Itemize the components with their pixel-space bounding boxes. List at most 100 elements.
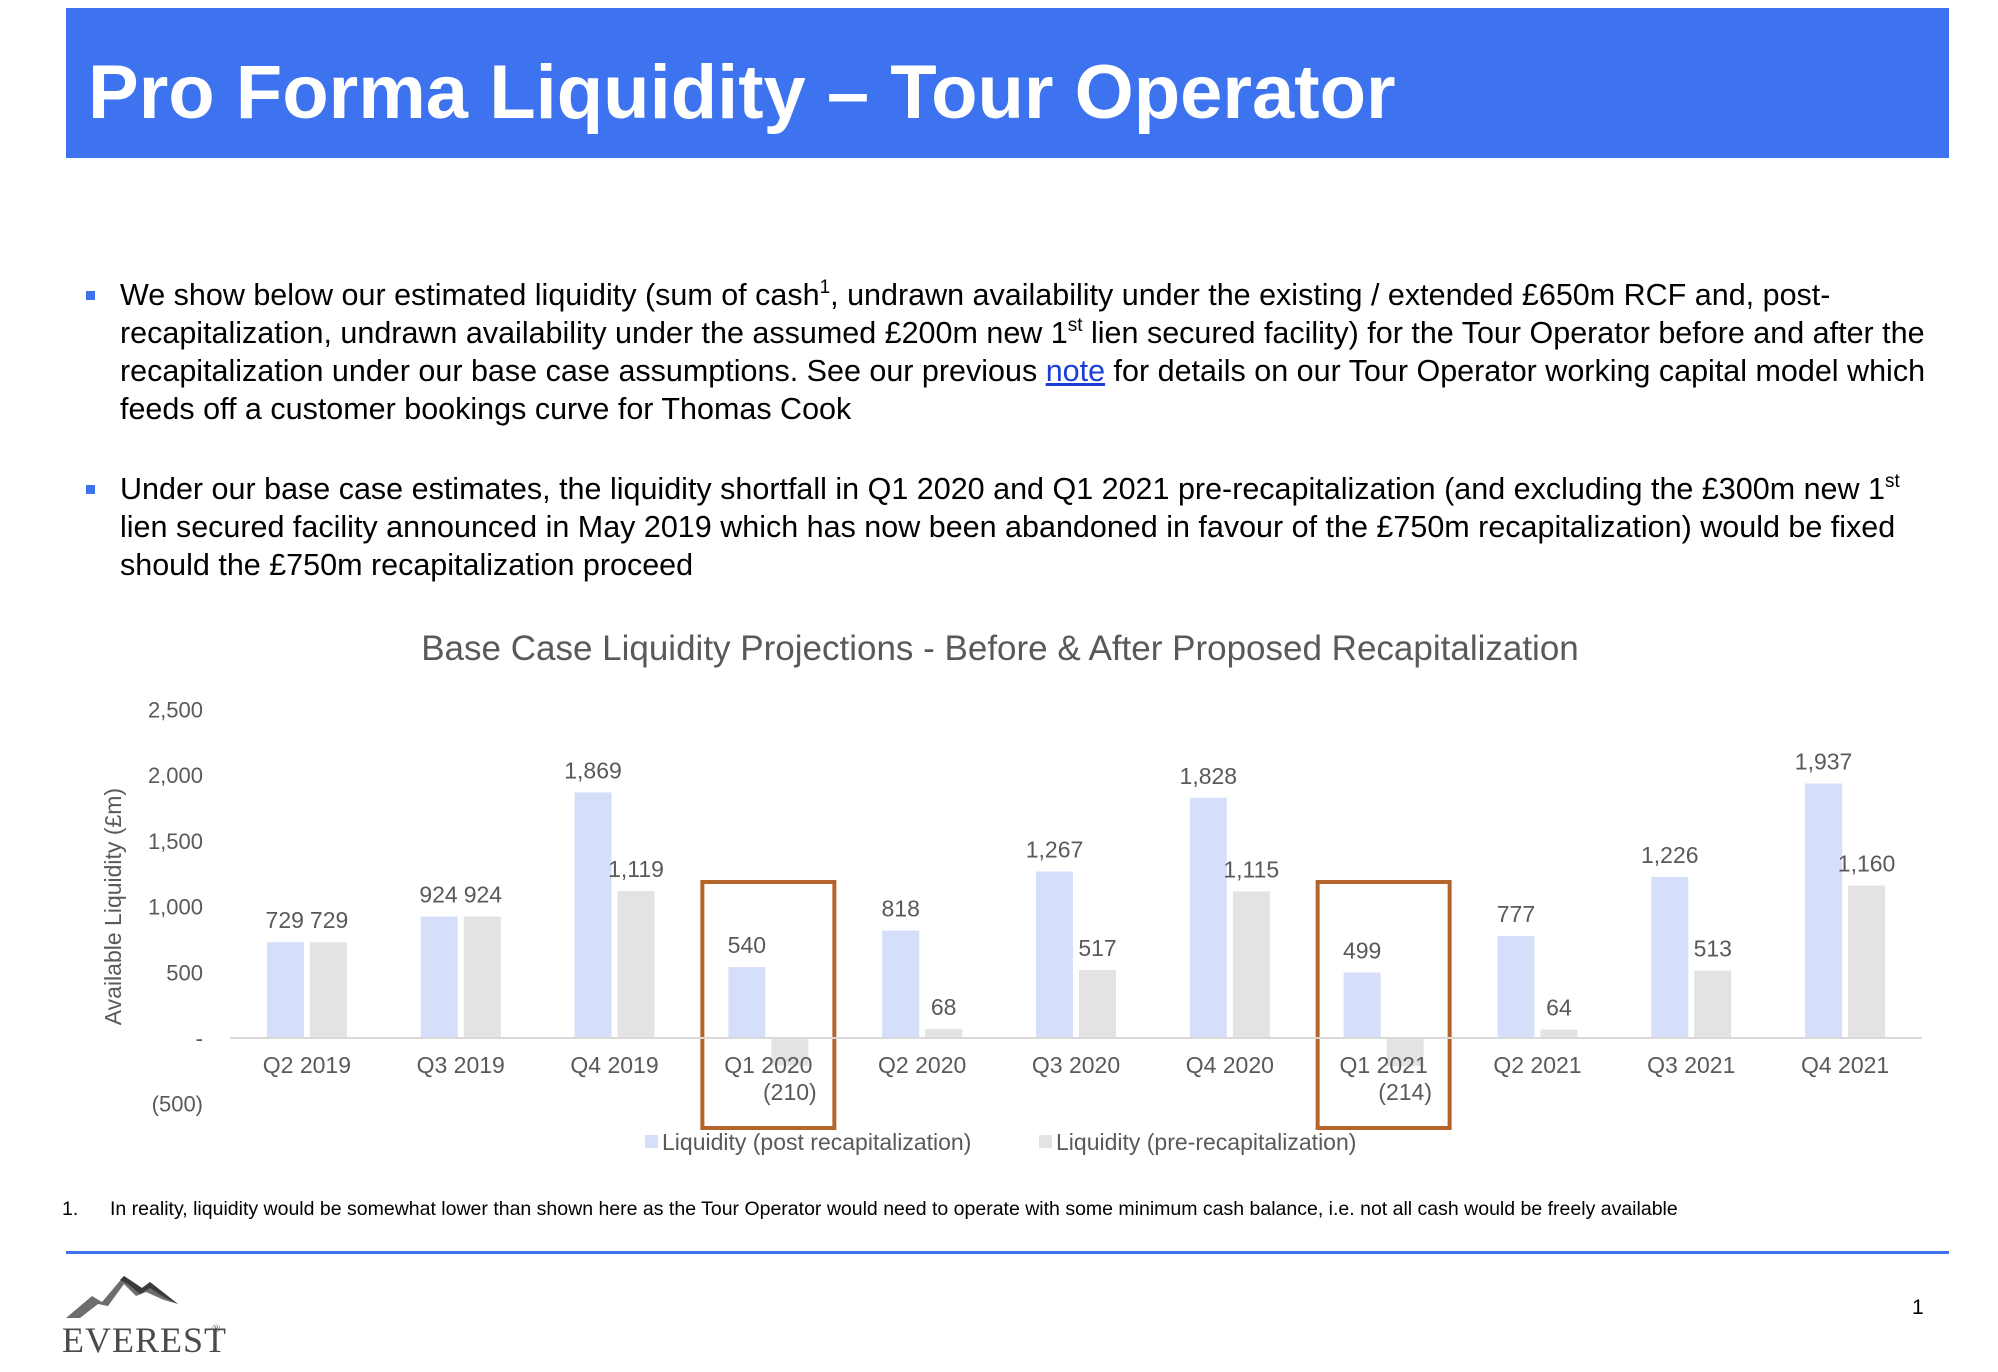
bar-s1-2	[574, 792, 612, 1038]
footnote-ref-1: 1	[819, 277, 831, 298]
x-tick-label-3: Q1 2020	[724, 1052, 812, 1078]
y-tick-label-4: 500	[166, 960, 203, 985]
data-label-s1-2: 1,869	[564, 757, 622, 783]
ordinal-suffix: st	[1884, 471, 1900, 492]
data-label-s2-4: 68	[931, 994, 957, 1020]
data-label-s1-1: 924	[419, 882, 458, 908]
bar-s2-9	[1694, 970, 1732, 1038]
bar-s2-6	[1232, 891, 1270, 1038]
bar-s2-0	[309, 942, 347, 1038]
data-label-s1-3: 540	[728, 932, 766, 958]
bar-s1-10	[1805, 783, 1843, 1038]
data-label-s1-9: 1,226	[1641, 842, 1699, 868]
footnote-number: 1.	[62, 1198, 79, 1220]
footnote: 1. In reality, liquidity would be somewha…	[62, 1198, 1678, 1221]
bar-s2-3	[771, 1038, 809, 1066]
footnote-text: In reality, liquidity would be somewhat …	[110, 1198, 1678, 1220]
x-tick-label-5: Q3 2020	[1032, 1052, 1120, 1078]
chart-title: Base Case Liquidity Projections - Before…	[421, 630, 1579, 668]
bar-s2-4	[925, 1029, 963, 1038]
chart-labels: Base Case Liquidity Projections - Before…	[100, 630, 1895, 1105]
bullet-point-1: We show below our estimated liquidity (s…	[86, 276, 1930, 428]
data-label-s2-9: 513	[1694, 936, 1732, 962]
data-label-s2-3: (210)	[763, 1079, 817, 1105]
bar-s2-7	[1386, 1038, 1424, 1067]
everest-logo: EVEREST ®	[62, 1276, 227, 1356]
legend-swatch-2	[1039, 1135, 1052, 1148]
bar-s2-2	[617, 890, 655, 1038]
bullet-square-icon	[86, 291, 95, 300]
highlight-box-7	[1315, 880, 1452, 1130]
data-label-s1-4: 818	[881, 896, 919, 922]
title-banner: Pro Forma Liquidity – Tour Operator	[66, 8, 1949, 158]
x-tick-label-2: Q4 2019	[570, 1052, 658, 1078]
bar-s2-1	[463, 916, 501, 1038]
ordinal-suffix: st	[1067, 315, 1083, 336]
page-number: 1	[1912, 1296, 1924, 1319]
data-label-s1-0: 729	[266, 907, 304, 933]
data-label-s1-5: 1,267	[1026, 837, 1084, 863]
bullet-2-text-part2: lien secured facility announced in May 2…	[120, 510, 1896, 582]
data-label-s2-5: 517	[1078, 935, 1116, 961]
y-tick-label-3: 1,000	[148, 895, 203, 920]
bullet-1-text-part3: lien secured facility) for the Tour Oper…	[120, 316, 1925, 388]
legend-label-1: Liquidity (post recapitalization)	[662, 1129, 971, 1155]
liquidity-bar-chart: 2,500 2,000 1,500 1,000 500 - (500) Q2 2019 Q3 2…	[100, 630, 1922, 1155]
y-tick-label-5: -	[196, 1026, 203, 1051]
data-label-s1-10: 1,937	[1795, 748, 1853, 774]
bullet-1-text-part1: We show below our estimated liquidity (s…	[120, 278, 820, 312]
x-tick-label-4: Q2 2020	[878, 1052, 966, 1078]
data-label-s1-7: 499	[1343, 937, 1381, 963]
x-tick-label-10: Q4 2021	[1801, 1052, 1889, 1078]
x-tick-label-7: Q1 2021	[1340, 1052, 1428, 1078]
bar-s1-4	[882, 930, 920, 1038]
x-tick-label-1: Q3 2019	[417, 1052, 505, 1078]
legend-swatch-1	[645, 1135, 658, 1148]
legend-label-2: Liquidity (pre-recapitalization)	[1056, 1129, 1356, 1155]
page-title: Pro Forma Liquidity – Tour Operator	[88, 50, 1396, 135]
bullet-square-icon	[86, 485, 95, 494]
x-tick-label-0: Q2 2019	[263, 1052, 351, 1078]
y-tick-label-6: (500)	[152, 1092, 203, 1117]
highlight-boxes	[700, 880, 1452, 1130]
data-label-s2-8: 64	[1546, 995, 1572, 1021]
data-label-s1-8: 777	[1497, 901, 1535, 927]
bar-s1-5	[1036, 871, 1073, 1038]
data-label-s1-6: 1,828	[1180, 763, 1238, 789]
bullet-1-text-part2: , undrawn availability under the existin…	[120, 278, 1831, 350]
chart-legend: Liquidity (post recapitalization) Liquidi…	[645, 1129, 1356, 1155]
bullet-1-text-part4: for details on our Tour Operator working…	[120, 354, 1926, 426]
registered-mark: ®	[212, 1323, 220, 1335]
bar-s1-8	[1497, 935, 1535, 1038]
mountain-peak-icon	[120, 1276, 178, 1304]
y-tick-label-1: 2,000	[148, 763, 203, 788]
data-label-s2-7: (214)	[1378, 1079, 1432, 1105]
bullet-2-text-part1: Under our base case estimates, the liqui…	[120, 472, 1885, 506]
data-label-s2-0: 729	[310, 907, 348, 933]
y-tick-label-2: 1,500	[148, 829, 203, 854]
bar-s1-1	[420, 916, 458, 1038]
y-tick-label-0: 2,500	[148, 698, 203, 723]
y-axis-label: Available Liquidity (£m)	[100, 788, 126, 1025]
bar-s1-9	[1651, 876, 1689, 1038]
bar-s1-0	[266, 942, 304, 1038]
logo-wordmark: EVEREST	[62, 1320, 227, 1356]
bar-s1-6	[1189, 797, 1227, 1038]
footer-divider	[66, 1251, 1949, 1254]
chart-axes: 2,500 2,000 1,500 1,000 500 - (500) Q2 2019 Q3 2…	[148, 698, 1922, 1117]
bullet-point-2: Under our base case estimates, the liqui…	[86, 470, 1930, 584]
x-tick-label-8: Q2 2021	[1493, 1052, 1581, 1078]
chart-bars	[266, 783, 1886, 1067]
bar-s1-3	[728, 967, 766, 1038]
bar-s1-7	[1343, 972, 1381, 1038]
note-link[interactable]: note	[1045, 354, 1106, 388]
data-label-s2-1: 924	[464, 882, 503, 908]
bar-s2-10	[1848, 885, 1886, 1038]
bar-s2-5	[1079, 970, 1116, 1038]
x-tick-label-9: Q3 2021	[1647, 1052, 1735, 1078]
data-label-s2-10: 1,160	[1838, 851, 1896, 877]
highlight-box-3	[700, 880, 837, 1130]
data-label-s2-2: 1,119	[608, 856, 664, 882]
bar-s2-8	[1540, 1029, 1578, 1038]
mountain-icon	[66, 1276, 178, 1318]
